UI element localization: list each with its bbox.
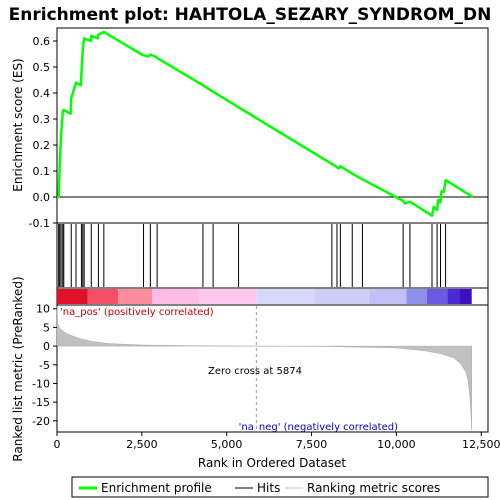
hits-panel	[56, 222, 489, 289]
es-y-tick-label: 0.2	[33, 139, 51, 152]
enrichment-panel	[56, 27, 489, 224]
es-y-tick-label: -0.1	[29, 217, 50, 230]
ranked-metric-panel	[56, 304, 489, 433]
heat-bar-segment	[118, 289, 153, 304]
metric-y-tick-label: -15	[32, 396, 50, 409]
metric-y-tick-label: -5	[39, 359, 50, 372]
heat-bar-segment	[256, 289, 315, 304]
x-tick-label: 2,500	[126, 438, 158, 451]
chart-title: Enrichment plot: HAHTOLA_SEZARY_SYNDROM_…	[9, 5, 492, 25]
ranking-metric-area	[56, 306, 472, 431]
metric-y-tick-label: 10	[36, 303, 50, 316]
enrichment-profile-line	[57, 30, 474, 217]
legend-enrichment-label: Enrichment profile	[101, 481, 212, 495]
heat-bar-segment	[447, 289, 460, 304]
metric-y-tick-label: 0	[43, 340, 50, 353]
heat-bar-segment	[57, 289, 88, 304]
heat-bar-segment	[199, 289, 257, 304]
metric-axis-label: Ranked list metric (PreRanked)	[11, 276, 25, 461]
ranking-heat-bar	[57, 289, 472, 304]
es-y-tick-label: 0.3	[33, 113, 51, 126]
es-axis-label: Enrichment score (ES)	[11, 58, 25, 191]
metric-y-tick-label: -20	[32, 415, 50, 428]
heat-bar-segment	[406, 289, 427, 304]
x-tick-label: 10,000	[377, 438, 416, 451]
metric-y-tick-label: 5	[43, 321, 50, 334]
heat-bar-segment	[152, 289, 200, 304]
x-axis-label: Rank in Ordered Dataset	[198, 456, 346, 470]
negative-correlation-label: 'na_neg' (negatively correlated)	[239, 422, 398, 433]
heat-bar-segment	[87, 289, 119, 304]
legend-ranking-label: Ranking metric scores	[307, 481, 440, 495]
heat-bar-segment	[459, 289, 472, 304]
x-tick-label: 12,500	[462, 438, 500, 451]
x-tick-label: 5,000	[211, 438, 243, 451]
x-tick-label: 7,500	[296, 438, 328, 451]
x-tick-label: 0	[54, 438, 61, 451]
hits-layer	[58, 224, 447, 287]
metric-y-tick-label: -10	[32, 377, 50, 390]
enrichment-plot-area	[57, 30, 488, 217]
es-y-tick-label: 0.1	[33, 165, 51, 178]
heat-bar-segment	[426, 289, 448, 304]
positive-correlation-label: 'na_pos' (positively correlated)	[60, 307, 214, 318]
heat-bar-segment	[314, 289, 370, 304]
es-y-tick-label: 0.0	[33, 191, 51, 204]
legend-hits-label: Hits	[257, 481, 280, 495]
es-y-tick-label: 0.4	[33, 87, 51, 100]
zero-cross-label: Zero cross at 5874	[208, 366, 302, 377]
es-y-tick-label: 0.6	[33, 35, 51, 48]
legend-box	[71, 476, 489, 498]
heat-bar-segment	[369, 289, 407, 304]
ranked-metric-plot-area	[56, 306, 472, 431]
es-y-tick-label: 0.5	[33, 61, 51, 74]
